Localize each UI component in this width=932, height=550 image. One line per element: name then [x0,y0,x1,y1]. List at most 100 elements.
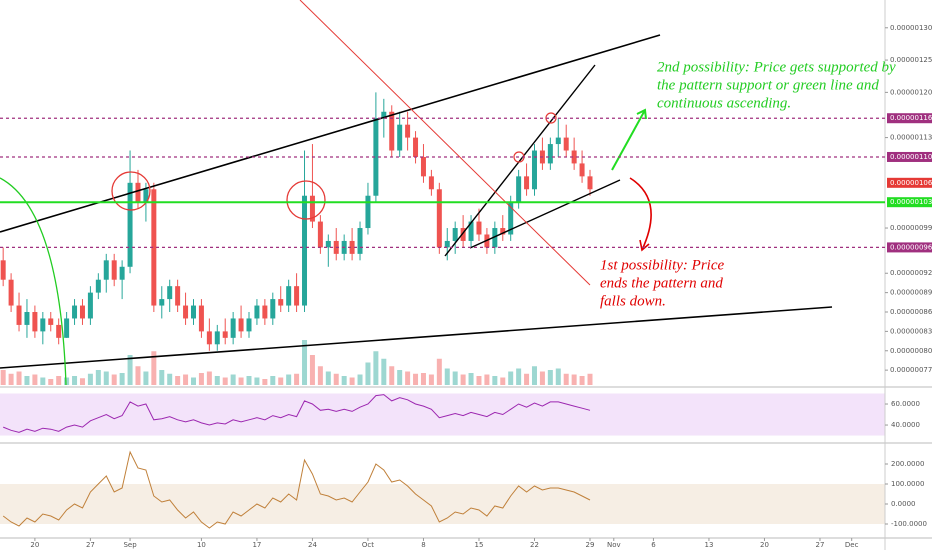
arc [0,177,67,386]
volume-bar [183,374,189,385]
candle-body [119,266,125,280]
cci-tick-label: -100.0000 [891,520,927,528]
candle-body [309,195,315,222]
cci-tick-label: 200.0000 [891,460,924,468]
arrow-down [629,177,652,252]
volume-bar [238,377,244,385]
volume-bar [230,374,236,385]
price-level-label: 0.00000096 [890,243,932,251]
candle-body [365,195,371,229]
price-level-label: 0.00000103 [890,198,932,206]
candle-body [357,228,363,254]
candle-body [397,124,403,151]
volume-bar [365,362,371,385]
candle-body [317,221,323,248]
volume-bar [286,374,292,385]
volume-bar [214,376,220,385]
volume-bar [48,379,54,385]
annotation-text: 2nd possibility: Price gets supported by [657,59,896,75]
volume-bar [119,373,125,385]
volume-bar [64,377,70,385]
volume-bar [24,376,30,385]
candle-body [143,189,149,203]
volume-bar [333,373,339,385]
volume-bar [278,377,284,385]
rsi-tick-label: 40.0000 [891,421,920,429]
volume-bar [175,376,181,385]
y-tick-label: 0.00000092 [890,269,932,277]
candle-body [246,318,252,332]
volume-bar [524,373,530,385]
trend-line [0,34,661,233]
volume-bar [159,370,165,385]
volume-bar [309,355,315,385]
candle-body [500,228,506,235]
circle [111,171,151,211]
candle-body [349,240,355,254]
volume-bar [436,358,442,385]
x-tick-label: 27 [86,541,95,549]
volume-bar [389,366,395,385]
volume-bar [579,376,585,385]
trend-line [0,306,833,369]
candle-body [294,286,300,306]
volume-bar [95,370,101,385]
volume-bar [143,371,149,385]
candle-body [56,324,62,338]
volume-bar [167,373,173,385]
volume-bar [539,371,545,385]
candle-body [436,189,442,248]
volume-bar [531,366,537,385]
candle-body [40,318,46,332]
volume-bar [198,373,204,385]
candle-body [571,150,577,164]
price-level-label: 0.00000116 [890,114,932,122]
volume-bar [341,376,347,385]
volume-bar [317,366,323,385]
candle-body [238,318,244,332]
pattern-line [444,64,596,257]
volume-bar [571,374,577,385]
volume-bar [302,340,308,385]
volume-bar [381,358,387,385]
candle-body [270,299,276,319]
candle-body [24,312,30,325]
candle-body [214,331,220,345]
candle-body [111,260,117,280]
volume-bar [103,371,109,385]
volume-bar [8,373,14,385]
x-tick-label: 20 [30,541,39,549]
candle-body [531,150,537,190]
x-tick-label: 10 [197,541,206,549]
candle-body [460,228,466,241]
volume-bar [190,377,196,385]
volume-bar [262,379,268,385]
volume-bar [349,377,355,385]
volume-bar [357,374,363,385]
candle-body [373,118,379,196]
candle-body [325,240,331,248]
volume-bar [500,377,506,385]
candle-body [587,176,593,190]
volume-bar [373,351,379,385]
y-tick-label: 0.00000089 [890,289,932,297]
candle-body [278,299,284,306]
candle-body [555,137,561,145]
volume-bar [111,374,117,385]
resistance-line [299,0,591,286]
volume-bar [428,374,434,385]
candle-body [87,292,93,319]
y-tick-label: 0.00000086 [890,308,932,316]
candle-body [476,221,482,235]
marks [0,92,593,385]
candle-body [206,331,212,345]
candle-body [452,228,458,241]
volume-bar [87,373,93,385]
candle-body [16,305,22,325]
candle-body [524,176,530,190]
candle-body [420,156,426,177]
volume-bar [206,371,212,385]
volume-bar [222,377,228,385]
volume-bar [397,370,403,385]
